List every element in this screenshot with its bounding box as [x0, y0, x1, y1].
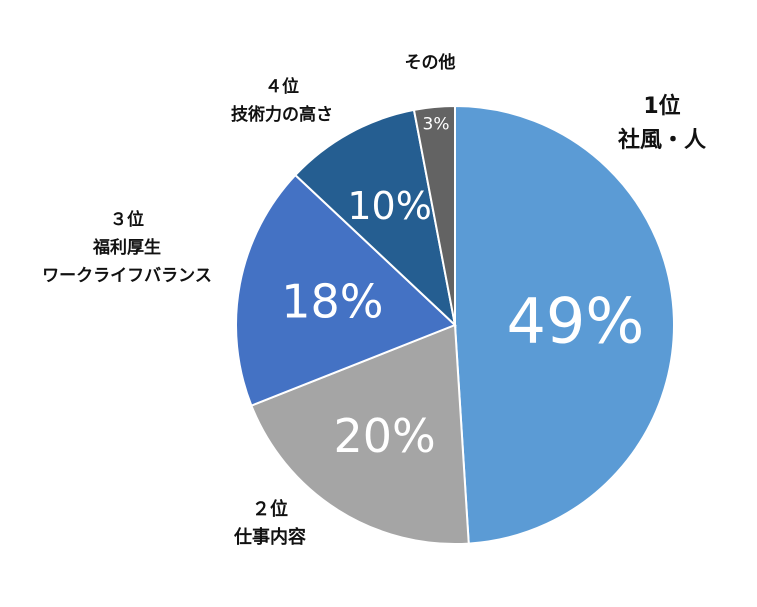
slice-category-label: ４位技術力の高さ — [231, 76, 333, 125]
slice-rank-text: 1位 — [643, 93, 680, 119]
slice-label-text: 仕事内容 — [233, 526, 306, 548]
pie-labels: 49% 1位社風・人 20% ２位仕事内容 18% ３位福利厚生ワークライフバランス 10%… — [42, 52, 706, 548]
slice-rank-text: ３位 — [110, 209, 144, 230]
slice-percent-label: 18% — [281, 275, 383, 329]
pie-slice-2 — [250, 323, 470, 545]
pie-slice-4 — [293, 108, 457, 328]
slice-percent-label: 49% — [506, 285, 644, 358]
pie-slice-5 — [412, 104, 456, 326]
slice-category-label: ２位仕事内容 — [233, 498, 306, 548]
pie-slice-1 — [454, 104, 676, 545]
pie-slices — [235, 104, 676, 545]
pie-slice-3 — [235, 173, 457, 407]
slice-label-text: その他 — [405, 52, 456, 73]
slice-category-label: ３位福利厚生ワークライフバランス — [42, 209, 212, 286]
slice-percent-label: 3% — [423, 114, 450, 134]
slice-rank-text: ４位 — [265, 76, 299, 97]
slice-label-text: 福利厚生 — [92, 237, 161, 258]
slice-label-text: 社風・人 — [618, 127, 706, 153]
slice-percent-label: 20% — [333, 409, 435, 463]
slice-label-text: 技術力の高さ — [231, 104, 333, 125]
slice-category-label: 1位社風・人 — [618, 93, 706, 153]
slice-percent-label: 10% — [347, 184, 431, 228]
slice-label-text: ワークライフバランス — [42, 266, 212, 286]
slice-rank-text: ２位 — [252, 498, 288, 520]
slice-category-label: その他 — [405, 52, 456, 73]
